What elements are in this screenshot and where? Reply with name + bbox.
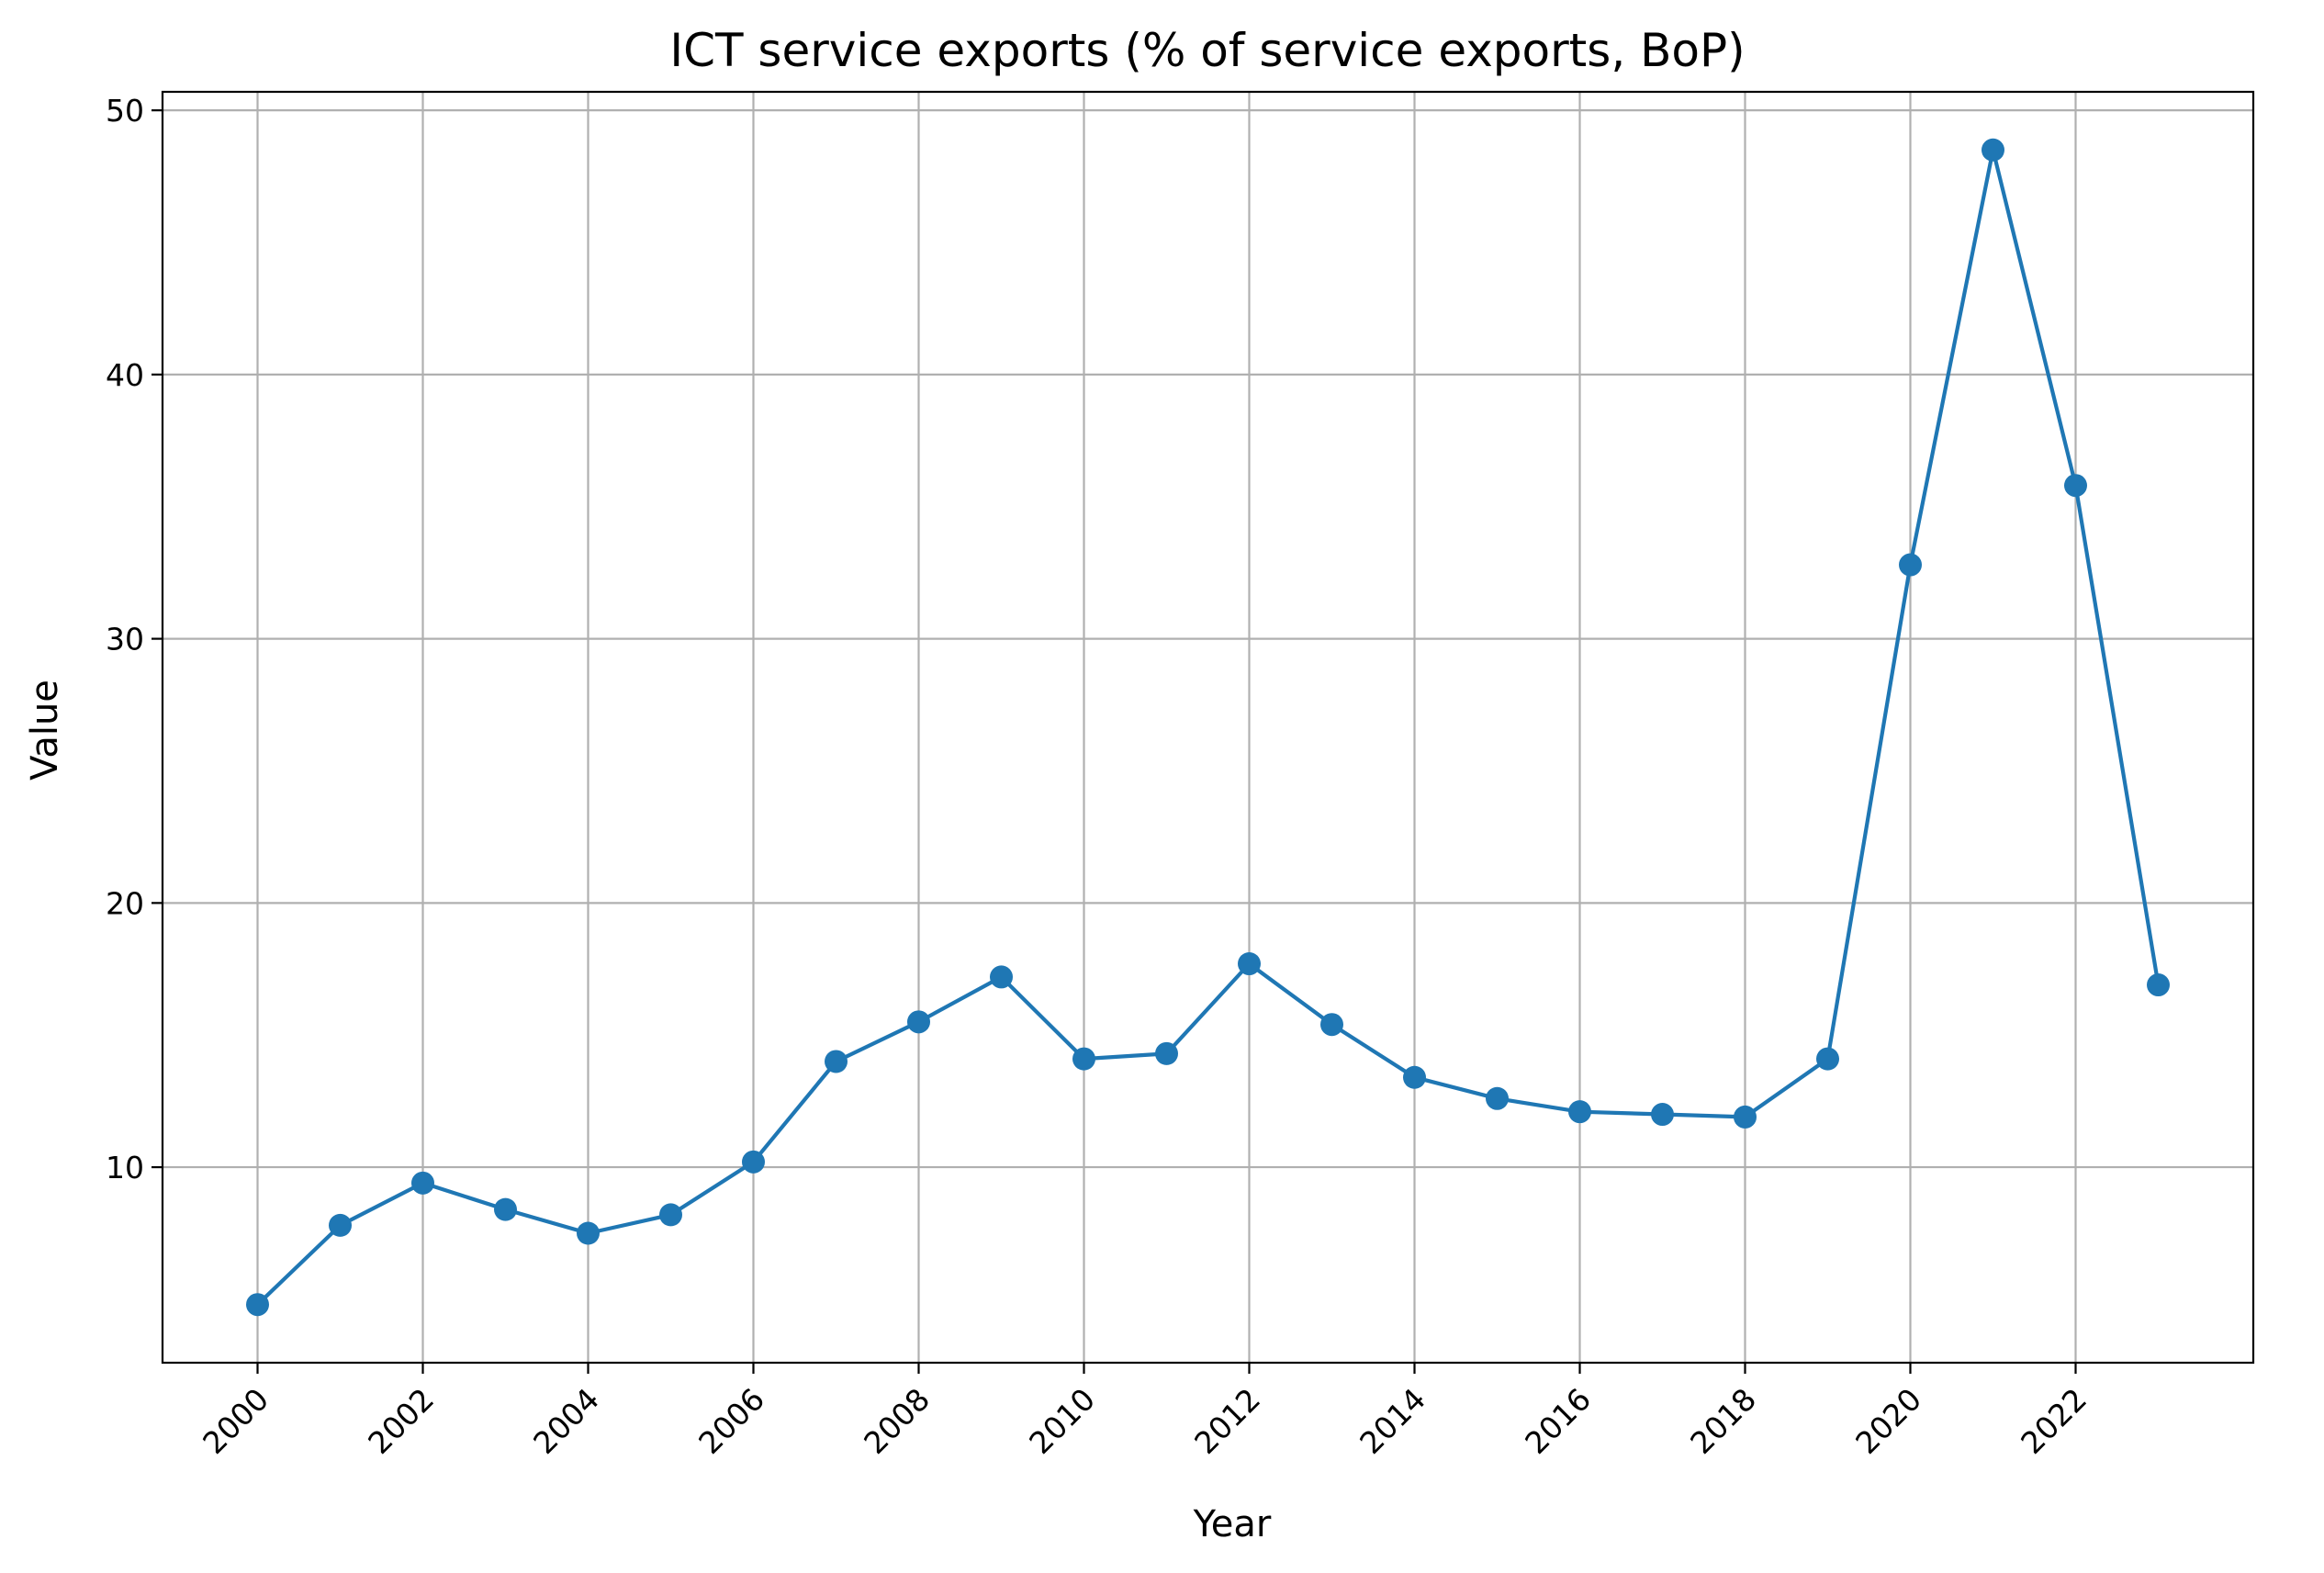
x-tick-label: 2006 <box>691 1381 771 1461</box>
y-axis-label: Value <box>24 680 66 781</box>
y-tick-label: 30 <box>106 622 144 657</box>
data-point <box>494 1197 517 1221</box>
data-point <box>1734 1105 1757 1129</box>
x-tick-label: 2020 <box>1848 1381 1928 1461</box>
x-tick-label: 2000 <box>196 1381 275 1461</box>
y-tick-label: 40 <box>106 357 144 393</box>
data-point <box>1568 1100 1591 1124</box>
x-tick-label: 2018 <box>1683 1381 1763 1461</box>
data-point <box>1403 1065 1426 1089</box>
x-tick-label: 2022 <box>2014 1381 2094 1461</box>
y-tick-label: 50 <box>106 93 144 129</box>
data-point <box>825 1050 848 1073</box>
x-axis-label: Year <box>1193 1503 1272 1545</box>
grid <box>163 92 2253 1363</box>
x-tick-label: 2008 <box>857 1381 937 1461</box>
data-point <box>411 1171 434 1195</box>
data-point <box>1651 1103 1674 1127</box>
axis-ticks: 2000 2002 2004 2006 2008 2010 2012 2014 2016 2018… <box>106 93 2094 1461</box>
data-point <box>246 1293 269 1317</box>
data-point <box>990 965 1013 989</box>
x-tick-label: 2016 <box>1518 1381 1598 1461</box>
y-tick-label: 10 <box>106 1150 144 1185</box>
data-point <box>1816 1047 1839 1071</box>
data-point <box>742 1150 765 1174</box>
data-point <box>1072 1047 1095 1071</box>
data-point <box>1982 138 2004 162</box>
data-point <box>2064 474 2087 498</box>
data-point <box>1320 1013 1343 1037</box>
data-point <box>1238 952 1261 976</box>
data-point <box>329 1213 352 1237</box>
data-point <box>1899 553 1922 577</box>
series-layer <box>246 138 2170 1317</box>
data-point <box>1486 1086 1509 1110</box>
data-point <box>907 1010 930 1034</box>
x-tick-label: 2002 <box>361 1381 441 1461</box>
plot-area-frame <box>161 90 2255 1365</box>
y-tick-label: 20 <box>106 885 144 921</box>
x-tick-label: 2014 <box>1353 1381 1432 1461</box>
x-tick-label: 2010 <box>1022 1381 1102 1461</box>
data-point <box>2147 973 2170 997</box>
x-tick-label: 2012 <box>1187 1381 1267 1461</box>
series-line <box>256 148 2161 1307</box>
x-tick-label: 2004 <box>526 1381 606 1461</box>
data-point <box>1155 1041 1178 1065</box>
data-point <box>659 1203 682 1227</box>
data-point <box>577 1221 600 1245</box>
chart-title: ICT service exports (% of service export… <box>669 24 1745 77</box>
